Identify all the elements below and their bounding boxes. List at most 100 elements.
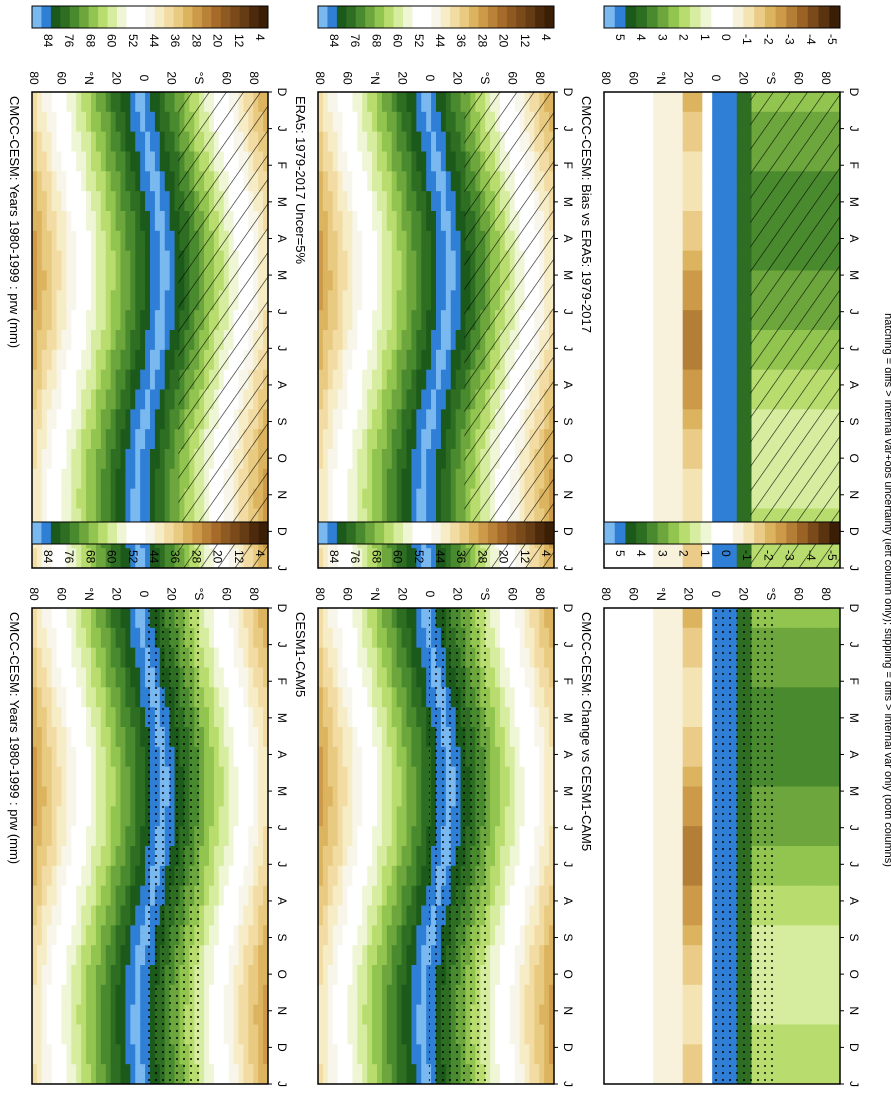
colorbar-label: 44 [433, 550, 447, 564]
colorbar-label: 4 [634, 34, 648, 41]
lat-tick-label: 0 [423, 75, 437, 82]
lat-tick-label: 60 [341, 71, 355, 85]
lat-tick-label: 20 [165, 587, 179, 601]
colorbar-swatch [32, 6, 42, 28]
panel-cmcc-1980-1999-left: 80 60 °N 20 0 20 °S 60 80 D J F M A M J J A S O N D J CMCC-CESM… [7, 71, 289, 571]
hatch-overlay [178, 92, 268, 568]
colorbar-swatch [478, 522, 489, 544]
colorbar-swatch [145, 522, 156, 544]
colorbar-swatch [535, 522, 546, 544]
colorbar-swatch [679, 6, 691, 28]
colorbar-swatch [249, 6, 260, 28]
colorbar-swatch [487, 6, 498, 28]
colorbar-label: 52 [126, 34, 140, 48]
colorbar-swatch [786, 6, 798, 28]
colorbar-swatch [318, 6, 328, 28]
colorbar-swatch [797, 6, 809, 28]
colorbar-label: 12 [518, 550, 532, 564]
month-tick-label: O [275, 453, 289, 462]
lat-tick-label: 20 [396, 587, 410, 601]
month-tick-label: F [847, 162, 861, 169]
lat-tick-label: 80 [533, 587, 547, 601]
colorbar-swatch [69, 522, 80, 544]
colorbar-label: 68 [83, 550, 97, 564]
colorbar-swatch [173, 6, 184, 28]
colorbar-swatch [230, 522, 241, 544]
colorbar-label: 4 [539, 34, 553, 41]
lat-tick-label: 60 [627, 587, 641, 601]
colorbar-swatch [126, 6, 137, 28]
colorbar-swatch [797, 522, 809, 544]
colorbar-label: 60 [105, 550, 119, 564]
colorbar-label: -5 [825, 550, 839, 561]
month-tick-label: D [275, 1043, 289, 1052]
colorbar-swatch [743, 6, 755, 28]
lat-tick-label: °S [478, 72, 492, 85]
panel-frame [317, 91, 555, 569]
colorbar-swatch [346, 6, 357, 28]
colorbar-label: 84 [327, 34, 341, 48]
colorbar-swatch [412, 6, 423, 28]
colorbar-label: 20 [497, 550, 511, 564]
colorbar-swatch [764, 6, 777, 28]
month-tick-label: S [561, 418, 575, 426]
month-tick-label: M [561, 713, 575, 723]
colorbar-swatch [732, 6, 744, 28]
colorbar-swatch [116, 6, 127, 28]
month-tick-label: S [847, 418, 861, 426]
month-tick-label: S [561, 934, 575, 942]
colorbar-swatch [318, 522, 328, 544]
lat-tick-label: 80 [533, 71, 547, 85]
colorbar-label: -1 [740, 34, 754, 45]
lat-tick-label: 80 [313, 587, 327, 601]
month-tick-label: N [847, 1006, 861, 1015]
lat-tick-label: °S [764, 588, 778, 601]
colorbar-swatch [544, 6, 555, 28]
colorbar-label: 44 [147, 550, 161, 564]
lat-tick-label: 80 [313, 71, 327, 85]
colorbar-swatch [32, 522, 42, 544]
month-tick-label: M [561, 270, 575, 280]
colorbar-swatch [614, 522, 626, 544]
colorbar-swatch [239, 522, 250, 544]
colorbar-swatch [807, 522, 820, 544]
colorbar-label: 12 [232, 550, 246, 564]
colorbar-swatch [164, 522, 175, 544]
lat-tick-label: 80 [819, 587, 833, 601]
month-tick-label: A [561, 750, 575, 758]
lat-tick-label: 0 [137, 591, 151, 598]
month-tick-label: O [561, 453, 575, 462]
month-tick-label: J [275, 126, 289, 132]
hatch-overlay [750, 92, 840, 568]
month-tick-label: D [847, 1043, 861, 1052]
month-tick-label: D [847, 604, 861, 613]
month-tick-label: J [847, 126, 861, 132]
colorbar-label: 2 [677, 550, 691, 557]
colorbar-label: 5 [613, 550, 627, 557]
colorbar-swatch [516, 522, 527, 544]
month-tick-label: J [847, 642, 861, 648]
colorbar-label: 28 [475, 550, 489, 564]
month-tick-label: J [275, 345, 289, 351]
colorbar-swatch [636, 522, 648, 544]
colorbar-label: 84 [327, 550, 341, 564]
month-tick-label: O [847, 969, 861, 978]
month-tick-label: J [275, 309, 289, 315]
colorbar-label: 76 [348, 550, 362, 564]
colorbar-swatch [135, 522, 146, 544]
month-tick-label: J [275, 565, 289, 571]
month-tick-label: D [847, 88, 861, 97]
month-tick-label: J [561, 861, 575, 867]
colorbar-swatch [657, 522, 669, 544]
month-tick-label: D [275, 604, 289, 613]
colorbar-label: -1 [740, 550, 754, 561]
lat-tick-label: 20 [110, 71, 124, 85]
colorbar-label: 28 [189, 34, 203, 48]
colorbar-label: 36 [168, 550, 182, 564]
colorbar-label: 76 [62, 34, 76, 48]
month-tick-label: J [561, 565, 575, 571]
colorbar-label: 44 [433, 34, 447, 48]
colorbar-swatch [775, 6, 787, 28]
month-tick-label: J [275, 825, 289, 831]
